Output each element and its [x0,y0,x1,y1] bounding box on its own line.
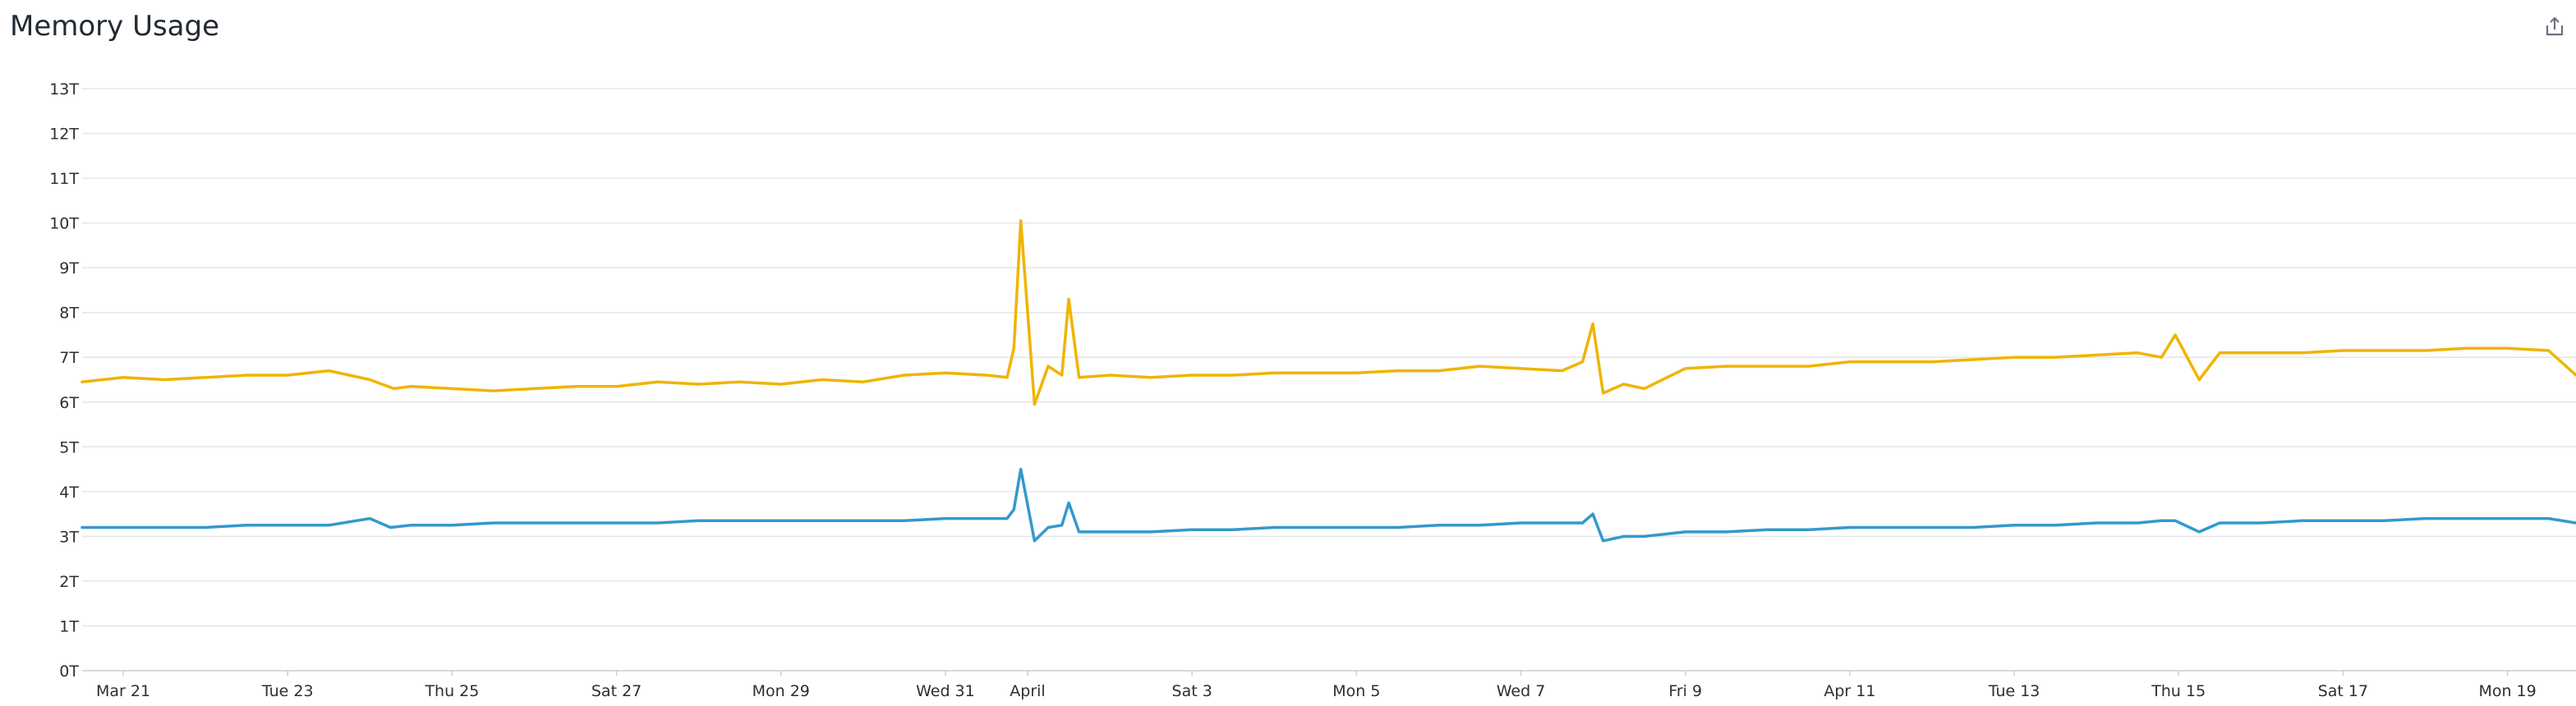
series-line-1 [80,219,2576,406]
y-tick-label: 9T [59,259,79,277]
y-tick-label: 3T [59,528,79,546]
y-tick-label: 7T [59,349,79,367]
x-tick-label: Sat 27 [591,682,642,700]
x-tick-label: Thu 25 [424,682,479,700]
y-tick-label: 8T [59,305,79,323]
y-tick-label: 12T [49,126,79,144]
x-tick-label: Apr 11 [1824,682,1875,700]
y-tick-label: 1T [59,617,79,635]
y-axis-ticks: 0T 1T 2T 3T 4T 5T 6T 7T 8T 9T 10T 11T 12T 13T [49,80,79,681]
x-axis-ticks: Mar 21 Tue 23 Thu 25 Sat 27 Mon 29 Wed 31 Apri… [96,671,2537,700]
series-line-2 [80,467,2576,543]
x-tick-label: Mon 19 [2478,682,2536,700]
y-tick-label: 6T [59,394,79,412]
x-tick-label: Fri 9 [1668,682,1702,700]
x-tick-label: Sat 17 [2318,682,2368,700]
share-button[interactable] [2540,11,2569,41]
x-tick-label: Mon 5 [1332,682,1380,700]
x-tick-label: Mar 21 [96,682,150,700]
x-tick-label: April [1010,682,1045,700]
x-tick-label: Wed 7 [1497,682,1546,700]
y-tick-label: 0T [59,662,79,681]
y-tick-label: 13T [49,80,79,99]
x-tick-label: Wed 31 [916,682,975,700]
y-tick-label: 2T [59,573,79,591]
share-icon [2543,15,2566,38]
y-tick-label: 5T [59,438,79,456]
x-tick-label: Tue 13 [1988,682,2040,700]
series-lines [80,219,2576,543]
y-tick-label: 10T [49,215,79,233]
x-tick-label: Tue 23 [261,682,314,700]
x-tick-label: Thu 15 [2150,682,2206,700]
chart-title: Memory Usage [10,10,220,43]
y-tick-label: 4T [59,484,79,502]
x-tick-label: Sat 3 [1172,682,1212,700]
y-tick-label: 11T [49,170,79,188]
x-tick-label: Mon 29 [752,682,810,700]
grid-lines [82,88,2576,672]
